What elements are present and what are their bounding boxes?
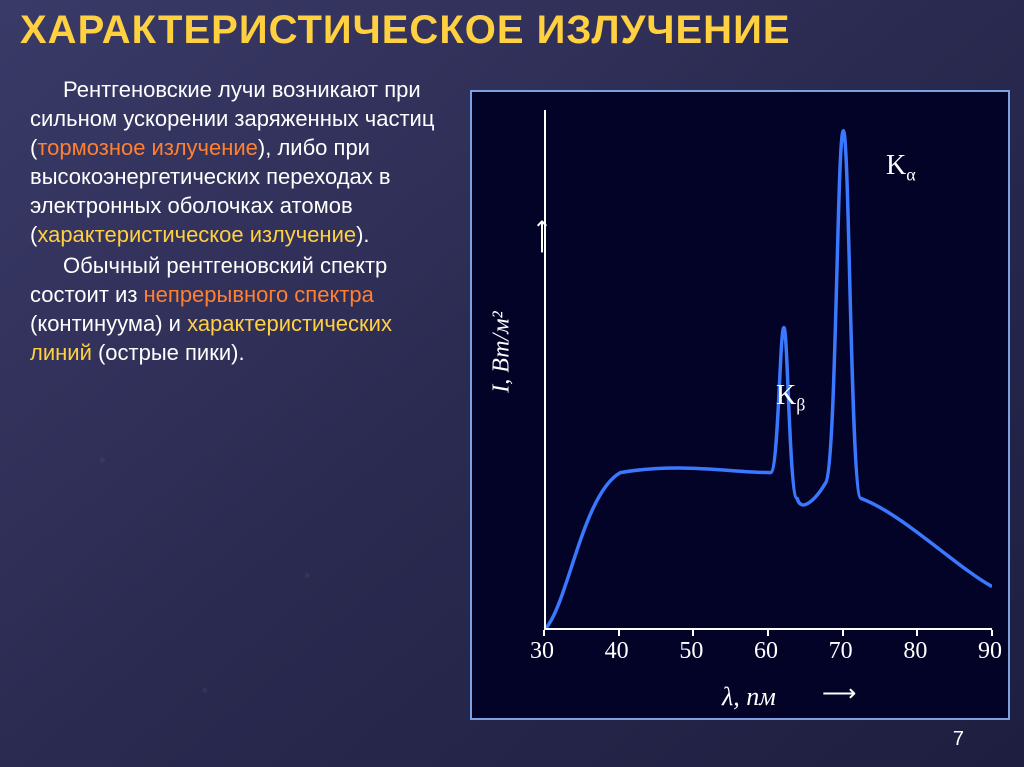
paragraph-1: Рентгеновские лучи возникают при сильном… [30, 75, 450, 249]
x-tick-mark [543, 630, 545, 636]
x-tick-mark [618, 630, 620, 636]
x-axis-label: λ, пм [722, 682, 776, 712]
x-tick-mark [916, 630, 918, 636]
plot-area: Kβ Kα [544, 110, 992, 630]
x-tick-label: 50 [679, 638, 703, 665]
x-axis-arrow-icon: ⟶ [822, 679, 856, 708]
x-tick-label: 40 [605, 638, 629, 665]
p2-c: (острые пики). [92, 340, 245, 365]
page-number: 7 [953, 728, 964, 751]
x-tick-mark [767, 630, 769, 636]
spectrum-chart: I, Вт/м² ⟶ Kβ Kα 30405060708090 λ, пм ⟶ [470, 90, 1010, 720]
spectrum-curve [546, 110, 992, 628]
p2-highlight-continuous: непрерывного спектра [144, 282, 374, 307]
p2-b: (континуума) и [30, 311, 187, 336]
p1-c: ). [356, 222, 369, 247]
paragraph-2: Обычный рентгеновский спектр состоит из … [30, 251, 450, 367]
peak-label-k-beta: Kβ [776, 380, 805, 416]
y-axis-label: I, Вт/м² [489, 311, 516, 392]
peak-label-k-alpha: Kα [886, 150, 916, 186]
x-tick-label: 60 [754, 638, 778, 665]
x-tick-label: 80 [903, 638, 927, 665]
body-text: Рентгеновские лучи возникают при сильном… [30, 75, 450, 370]
x-tick-label: 30 [530, 638, 554, 665]
x-tick-label: 90 [978, 638, 1002, 665]
x-tick-label: 70 [829, 638, 853, 665]
x-tick-mark [842, 630, 844, 636]
slide-title: ХАРАКТЕРИСТИЧЕСКОЕ ИЗЛУЧЕНИЕ [20, 8, 1004, 53]
x-tick-mark [991, 630, 993, 636]
p1-highlight-bremsstrahlung: тормозное излучение [37, 135, 258, 160]
x-tick-mark [692, 630, 694, 636]
p1-highlight-characteristic: характеристическое излучение [37, 222, 356, 247]
